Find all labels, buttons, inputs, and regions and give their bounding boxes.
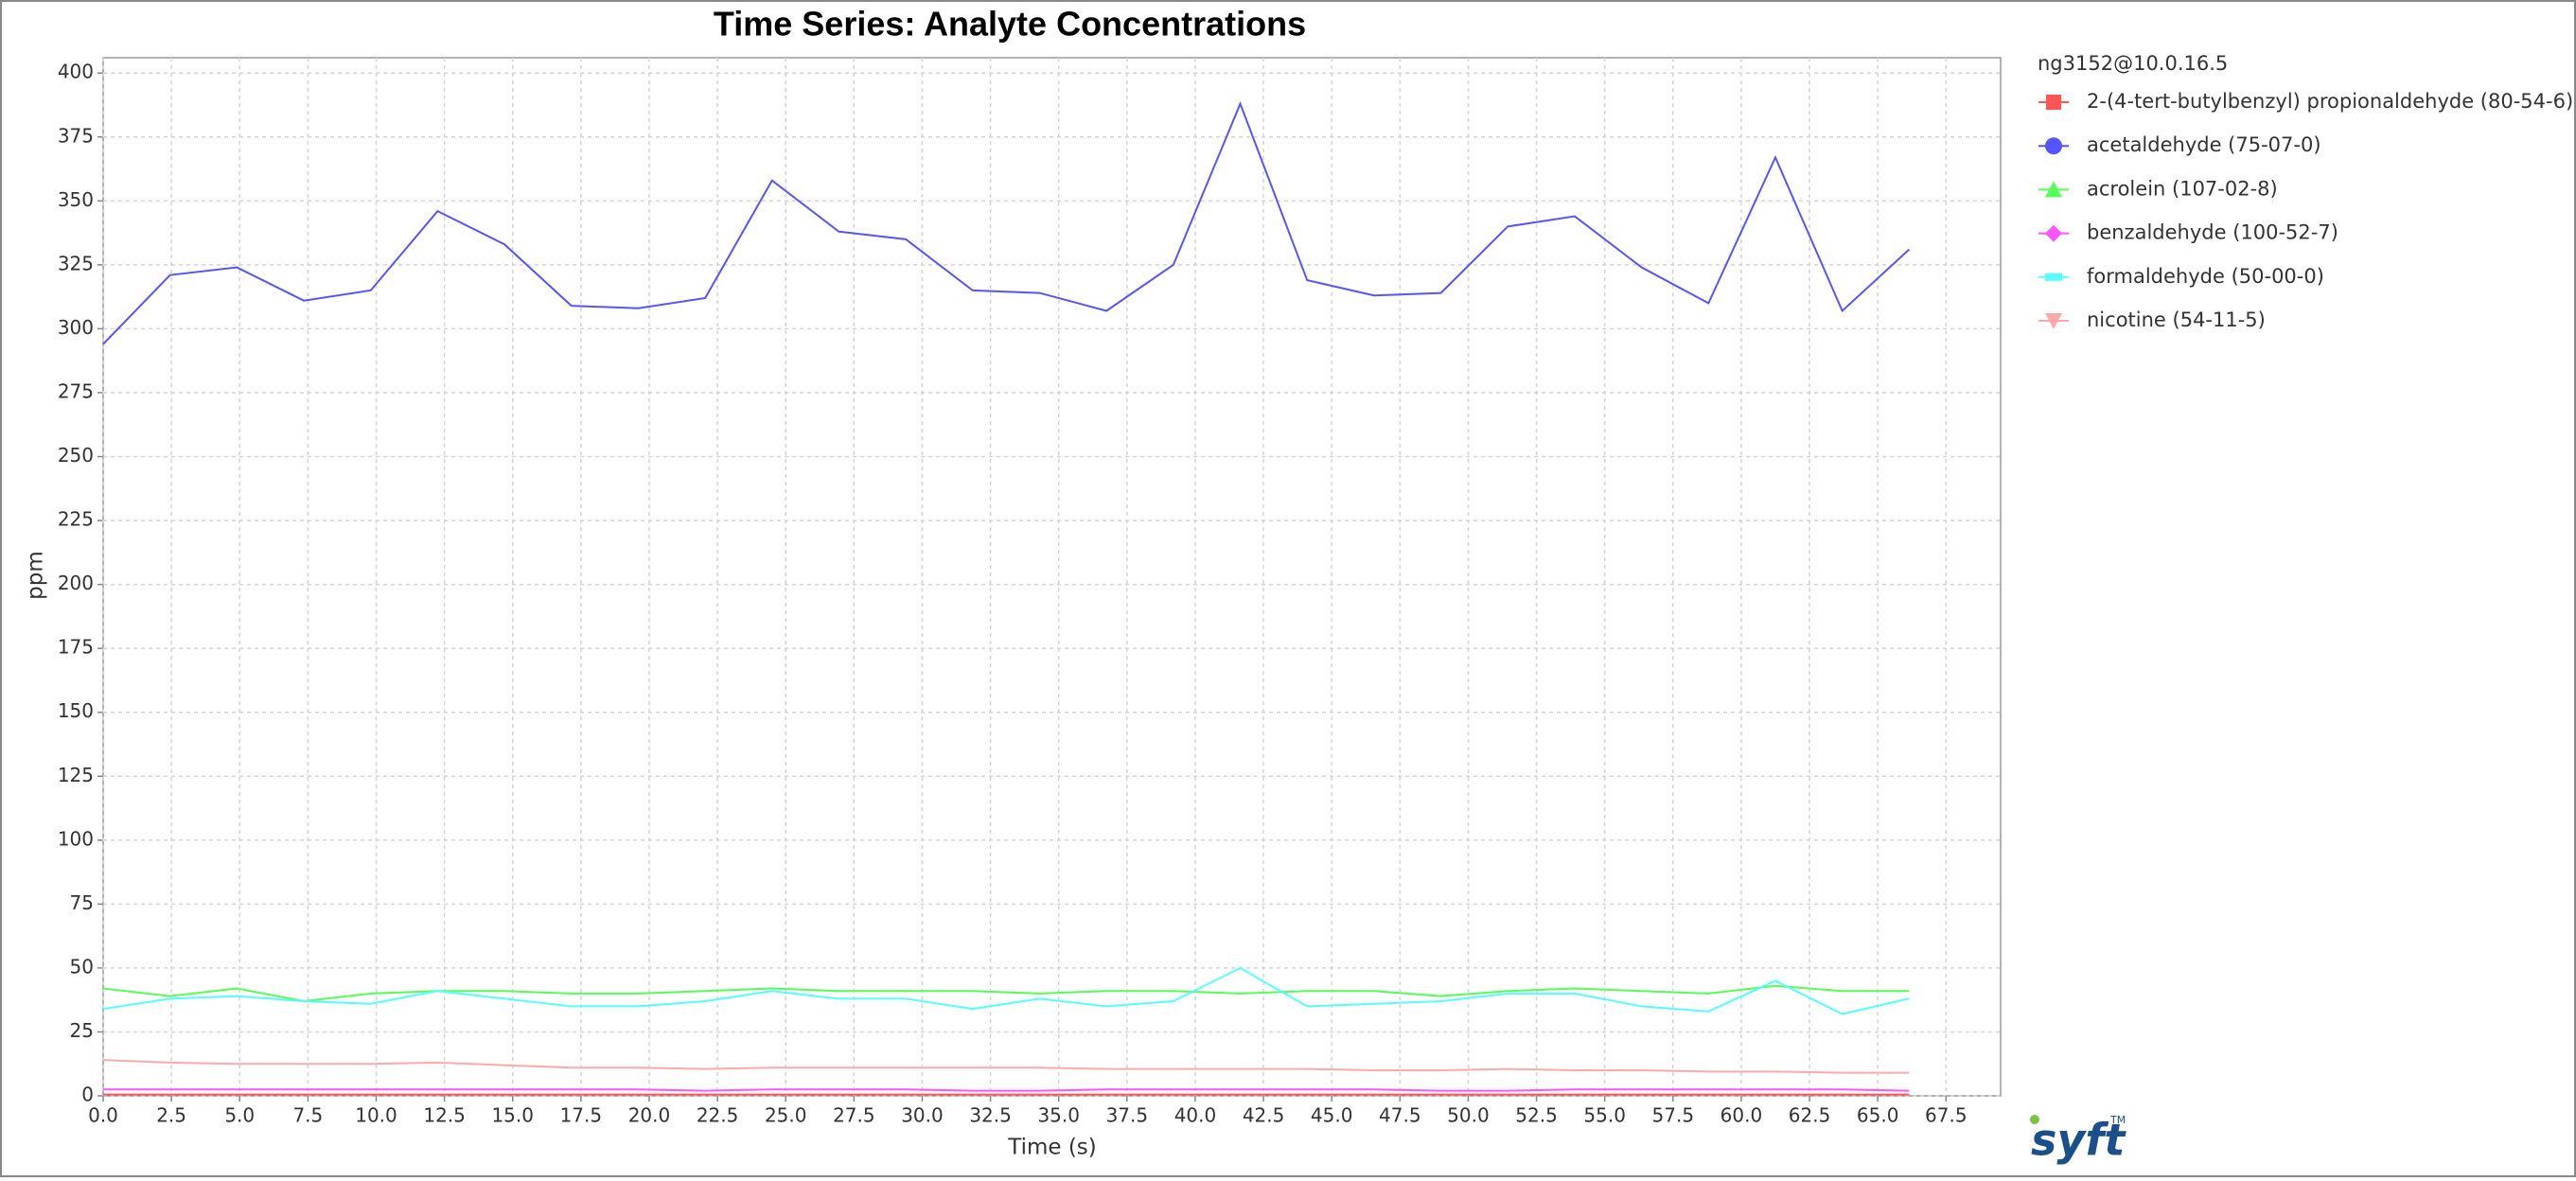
y-tick-label: 75	[70, 891, 94, 914]
y-tick-label: 300	[58, 316, 94, 339]
x-tick-label: 57.5	[1652, 1104, 1695, 1127]
x-tick-label: 20.0	[628, 1104, 671, 1127]
x-axis-label: Time (s)	[1007, 1136, 1097, 1160]
x-tick-label: 17.5	[560, 1104, 603, 1127]
legend-marker	[2046, 95, 2061, 110]
y-tick-label: 150	[58, 699, 94, 722]
legend-label: acetaldehyde (75-07-0)	[2087, 133, 2321, 156]
legend-label: 2-(4-tert-butylbenzyl) propionaldehyde (…	[2087, 90, 2573, 113]
y-tick-label: 125	[58, 764, 94, 786]
series-line	[102, 100, 1911, 345]
x-tick-label: 35.0	[1037, 1104, 1080, 1127]
x-tick-label: 25.0	[765, 1104, 807, 1127]
x-tick-label: 52.5	[1515, 1104, 1558, 1127]
series-line	[102, 1059, 1910, 1074]
legend-label: acrolein (107-02-8)	[2087, 177, 2278, 200]
y-axis-label: ppm	[24, 551, 48, 600]
x-tick-label: 0.0	[88, 1104, 118, 1127]
legend-marker	[2045, 181, 2062, 198]
x-tick-label: 50.0	[1447, 1104, 1490, 1127]
x-tick-label: 10.0	[355, 1104, 397, 1127]
x-tick-label: 55.0	[1583, 1104, 1626, 1127]
legend-label: benzaldehyde (100-52-7)	[2087, 221, 2338, 244]
y-tick-label: 175	[58, 636, 94, 659]
y-tick-label: 350	[58, 188, 94, 211]
x-tick-label: 22.5	[697, 1104, 739, 1127]
logo-mark: TM	[2109, 1114, 2126, 1126]
x-tick-label: 67.5	[1925, 1104, 1967, 1127]
y-tick-label: 250	[58, 444, 94, 467]
x-tick-label: 40.0	[1174, 1104, 1217, 1127]
legend-marker	[2045, 137, 2062, 155]
x-tick-label: 2.5	[156, 1104, 186, 1127]
plot-area	[102, 57, 2002, 1097]
legend-label: nicotine (54-11-5)	[2087, 308, 2266, 331]
y-tick-label: 0	[81, 1084, 94, 1106]
legend-marker	[2045, 224, 2062, 242]
x-tick-label: 30.0	[901, 1104, 944, 1127]
x-tick-label: 47.5	[1379, 1104, 1421, 1127]
x-tick-label: 45.0	[1311, 1104, 1353, 1127]
series-line	[103, 1088, 1910, 1092]
x-tick-label: 15.0	[491, 1104, 534, 1127]
logo: syft	[2031, 1115, 2126, 1166]
legend-marker	[2045, 313, 2062, 329]
y-tick-label: 200	[58, 572, 94, 594]
logo-dot	[2030, 1115, 2039, 1124]
y-tick-label: 325	[58, 252, 94, 274]
x-tick-label: 12.5	[423, 1104, 466, 1127]
x-tick-label: 32.5	[969, 1104, 1012, 1127]
x-tick-label: 65.0	[1857, 1104, 1899, 1127]
x-tick-label: 60.0	[1720, 1104, 1763, 1127]
x-tick-label: 7.5	[292, 1104, 323, 1127]
y-tick-label: 275	[58, 379, 94, 402]
legend-label: formaldehyde (50-00-0)	[2087, 265, 2324, 288]
legend-title: ng3152@10.0.16.5	[2038, 52, 2228, 75]
y-tick-label: 375	[58, 124, 94, 147]
y-tick-label: 50	[70, 955, 94, 978]
x-tick-label: 42.5	[1243, 1104, 1285, 1127]
y-tick-label: 225	[58, 508, 94, 531]
series-line	[102, 966, 1910, 1015]
y-tick-label: 400	[58, 61, 94, 83]
y-tick-label: 25	[70, 1019, 94, 1042]
x-tick-label: 27.5	[833, 1104, 875, 1127]
y-tick-label: 100	[58, 827, 94, 850]
x-tick-label: 5.0	[224, 1104, 255, 1127]
legend-marker	[2045, 273, 2062, 281]
x-tick-label: 62.5	[1789, 1104, 1831, 1127]
series-line	[102, 984, 1910, 1003]
chart-title: Time Series: Analyte Concentrations	[714, 5, 1306, 44]
x-tick-label: 37.5	[1106, 1104, 1149, 1127]
